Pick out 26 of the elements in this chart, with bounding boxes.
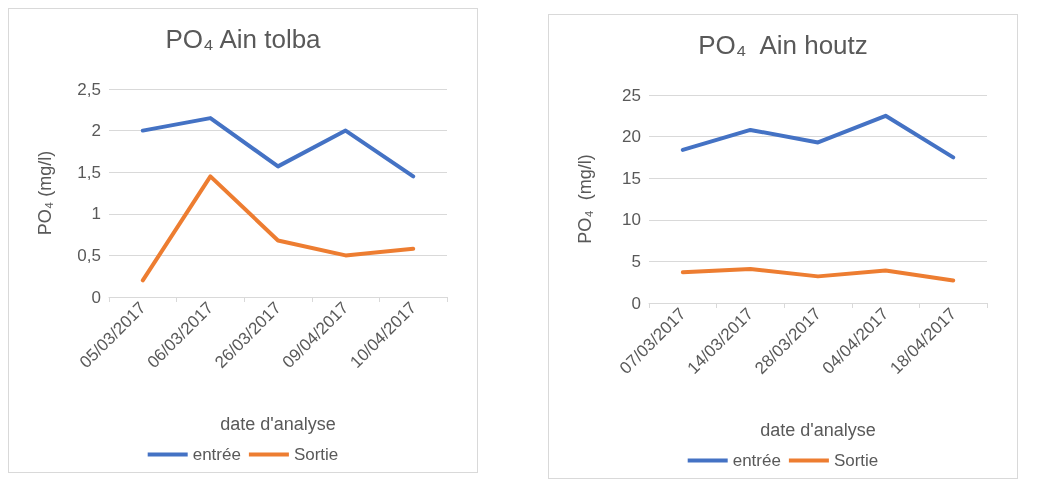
- y-tick-label: 1,5: [77, 162, 101, 182]
- y-tick-label: 15: [622, 168, 641, 188]
- y-tick-label: 5: [631, 251, 641, 271]
- line-series: [680, 266, 956, 283]
- line-series: [680, 113, 956, 160]
- y-tick-label: 10: [622, 210, 641, 230]
- line-series: [140, 116, 416, 179]
- y-tick-label: 0,5: [77, 245, 101, 265]
- line-series: [140, 174, 416, 283]
- y-tick-label: 2: [91, 121, 101, 141]
- y-tick-label: 20: [622, 127, 641, 147]
- legend-label: Sortie: [293, 445, 339, 464]
- chart-title: PO₄ Ain tolba: [165, 24, 322, 54]
- y-tick-label: 1: [91, 204, 101, 224]
- y-tick-label: 0: [631, 293, 641, 313]
- x-axis-title: date d'analyse: [220, 414, 336, 434]
- legend-label: Sortie: [833, 451, 879, 470]
- y-tick-label: 25: [622, 85, 641, 105]
- x-axis-title: date d'analyse: [760, 420, 876, 440]
- y-axis-title: PO₄ (mg/l): [575, 154, 595, 244]
- chart-title: PO₄ Ain houtz: [698, 30, 868, 60]
- y-tick-label: 2,5: [77, 79, 101, 99]
- legend-label: entrée: [732, 451, 781, 470]
- y-tick-label: 0: [91, 287, 101, 307]
- legend-label: entrée: [192, 445, 241, 464]
- y-axis-title: PO₄ (mg/l): [35, 150, 55, 236]
